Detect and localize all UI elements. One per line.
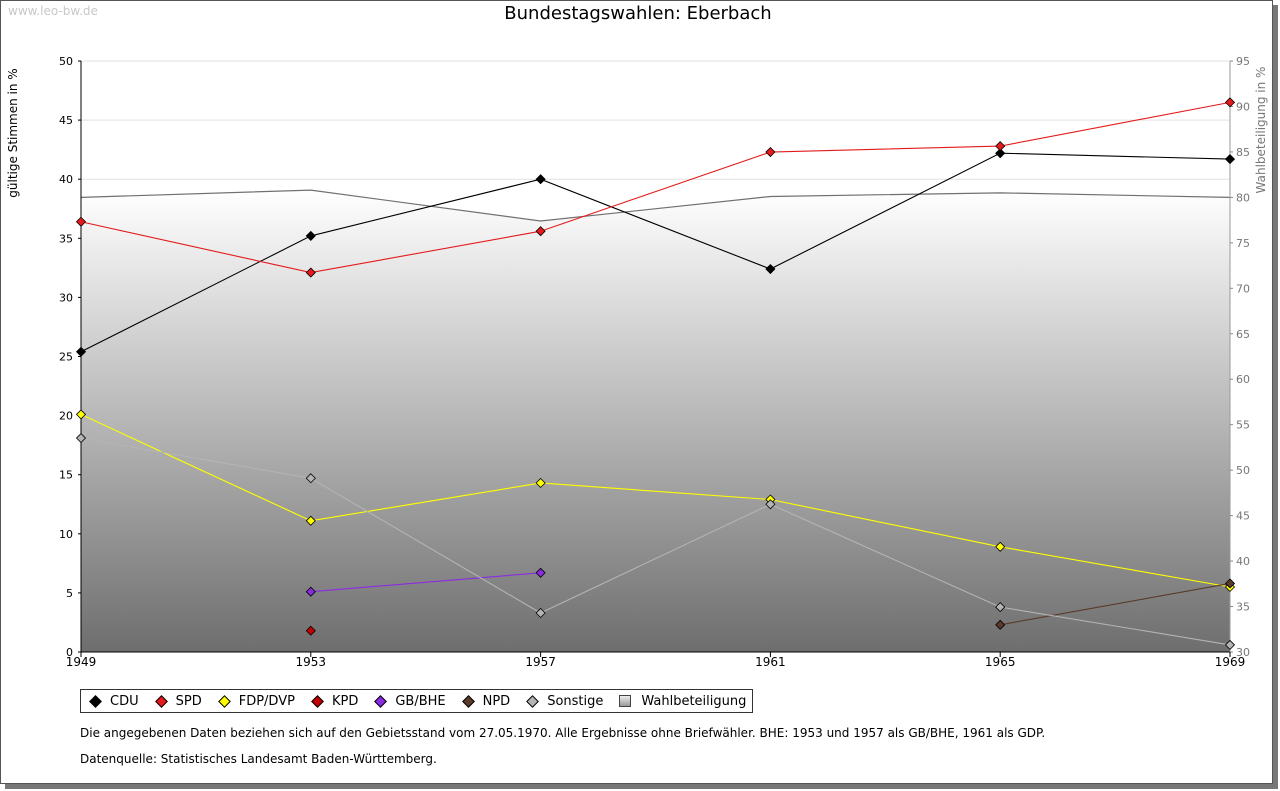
data-point-sonstige bbox=[1224, 639, 1236, 650]
y-tick-label: 25 bbox=[59, 351, 73, 364]
chart-legend: CDU SPD FDP/DVP KPD GB/BHE NPD Sonstige Wahlbet… bbox=[80, 689, 754, 713]
legend-marker-icon bbox=[89, 694, 102, 708]
y2-tick-label: 85 bbox=[1236, 146, 1250, 159]
data-point-cdu bbox=[765, 263, 776, 275]
legend-marker-icon bbox=[526, 694, 540, 708]
x-tick-label: 1949 bbox=[66, 655, 97, 669]
y2-tick-label: 80 bbox=[1236, 191, 1250, 204]
y2-tick-label: 50 bbox=[1236, 464, 1250, 477]
legend-item: KPD bbox=[309, 694, 358, 709]
y-tick-label: 40 bbox=[59, 173, 73, 186]
y2-tick-label: 60 bbox=[1236, 373, 1250, 386]
series-line-fdpdvp bbox=[80, 413, 1231, 588]
y-tick-label: 30 bbox=[59, 291, 73, 304]
y2-tick-label: 40 bbox=[1236, 555, 1250, 568]
turnout-line bbox=[80, 189, 1231, 222]
series-line-sonstige bbox=[80, 437, 1231, 646]
data-point-sonstige bbox=[535, 607, 546, 619]
data-point-sonstige bbox=[305, 473, 316, 484]
y2-tick-label: 65 bbox=[1236, 328, 1250, 341]
legend-item: Wahlbeteiligung bbox=[617, 694, 746, 709]
data-point-gbbhe bbox=[305, 586, 316, 597]
data-source: Datenquelle: Statistisches Landesamt Bad… bbox=[80, 752, 437, 766]
data-point-sonstige bbox=[995, 602, 1006, 613]
series-line-gbbhe bbox=[310, 572, 541, 593]
legend-label: Wahlbeteiligung bbox=[641, 693, 747, 709]
data-point-cdu bbox=[535, 174, 546, 185]
legend-square-icon bbox=[619, 695, 632, 707]
legend-item: NPD bbox=[460, 693, 511, 709]
data-point-spd bbox=[535, 226, 546, 237]
y-tick-label: 20 bbox=[59, 410, 73, 423]
y2-tick-label: 90 bbox=[1236, 100, 1250, 113]
data-point-fdpdvp bbox=[305, 515, 316, 526]
data-point-spd bbox=[75, 216, 87, 227]
data-point-npd bbox=[1224, 578, 1236, 589]
x-tick-label: 1969 bbox=[1215, 655, 1246, 669]
legend-label: NPD bbox=[482, 693, 511, 709]
legend-label: CDU bbox=[110, 693, 139, 709]
y-axis-label: gültige Stimmen in % bbox=[6, 68, 20, 197]
x-tick-label: 1957 bbox=[525, 655, 556, 669]
data-point-cdu bbox=[75, 346, 87, 357]
legend-label: KPD bbox=[331, 693, 359, 709]
data-point-spd bbox=[1224, 97, 1236, 108]
legend-item: SPD bbox=[153, 694, 202, 709]
data-point-spd bbox=[765, 146, 776, 158]
y-tick-label: 45 bbox=[59, 114, 73, 127]
data-point-npd bbox=[995, 619, 1006, 630]
data-point-sonstige bbox=[765, 499, 776, 510]
y2-tick-label: 75 bbox=[1236, 237, 1250, 250]
y2-tick-label: 35 bbox=[1236, 601, 1250, 614]
data-point-gbbhe bbox=[535, 567, 546, 578]
legend-marker-icon bbox=[154, 694, 168, 708]
y-tick-label: 35 bbox=[59, 232, 73, 245]
legend-label: SPD bbox=[175, 693, 202, 709]
legend-item: CDU bbox=[87, 694, 139, 709]
y-tick-label: 0 bbox=[66, 646, 73, 659]
x-tick-label: 1965 bbox=[985, 655, 1016, 669]
y2-tick-label: 70 bbox=[1236, 282, 1250, 295]
legend-marker-icon bbox=[461, 694, 475, 708]
legend-marker-icon bbox=[374, 694, 388, 708]
data-point-fdpdvp bbox=[535, 477, 546, 489]
legend-marker-icon bbox=[311, 694, 324, 708]
legend-item: FDP/DVP bbox=[216, 694, 295, 709]
data-point-cdu bbox=[995, 148, 1006, 159]
series-line-npd bbox=[1000, 582, 1231, 626]
y2-tick-label: 55 bbox=[1236, 419, 1250, 432]
y-tick-label: 15 bbox=[59, 469, 73, 482]
series-line-spd bbox=[80, 101, 1231, 274]
y-tick-label: 50 bbox=[59, 55, 73, 68]
data-point-kpd bbox=[305, 625, 316, 636]
chart-title: Bundestagswahlen: Eberbach bbox=[504, 3, 772, 24]
y-tick-label: 5 bbox=[66, 587, 73, 600]
data-point-sonstige bbox=[75, 432, 87, 444]
data-point-cdu bbox=[305, 230, 316, 242]
legend-item: Sonstige bbox=[524, 694, 603, 709]
data-note: Die angegebenen Daten beziehen sich auf … bbox=[80, 726, 1046, 740]
data-point-spd bbox=[995, 141, 1006, 152]
legend-label: Sonstige bbox=[547, 693, 604, 709]
legend-marker-icon bbox=[217, 694, 231, 708]
y-tick-label: 10 bbox=[59, 528, 73, 541]
legend-label: FDP/DVP bbox=[238, 693, 295, 709]
watermark: www.leo-bw.de bbox=[8, 4, 98, 18]
data-point-spd bbox=[305, 267, 316, 278]
legend-item: GB/BHE bbox=[372, 693, 446, 709]
data-point-fdpdvp bbox=[995, 541, 1006, 552]
y2-tick-label: 95 bbox=[1236, 55, 1250, 68]
x-tick-label: 1953 bbox=[296, 655, 327, 669]
x-tick-label: 1961 bbox=[755, 655, 786, 669]
y2-axis-label: Wahlbeteiligung in % bbox=[1254, 67, 1268, 194]
data-point-cdu bbox=[1224, 154, 1236, 165]
y2-tick-label: 30 bbox=[1236, 646, 1250, 659]
turnout-area bbox=[81, 190, 1230, 652]
data-point-fdpdvp bbox=[75, 409, 87, 420]
legend-label: GB/BHE bbox=[395, 693, 446, 709]
series-line-cdu bbox=[80, 152, 1231, 353]
y2-tick-label: 45 bbox=[1236, 510, 1250, 523]
